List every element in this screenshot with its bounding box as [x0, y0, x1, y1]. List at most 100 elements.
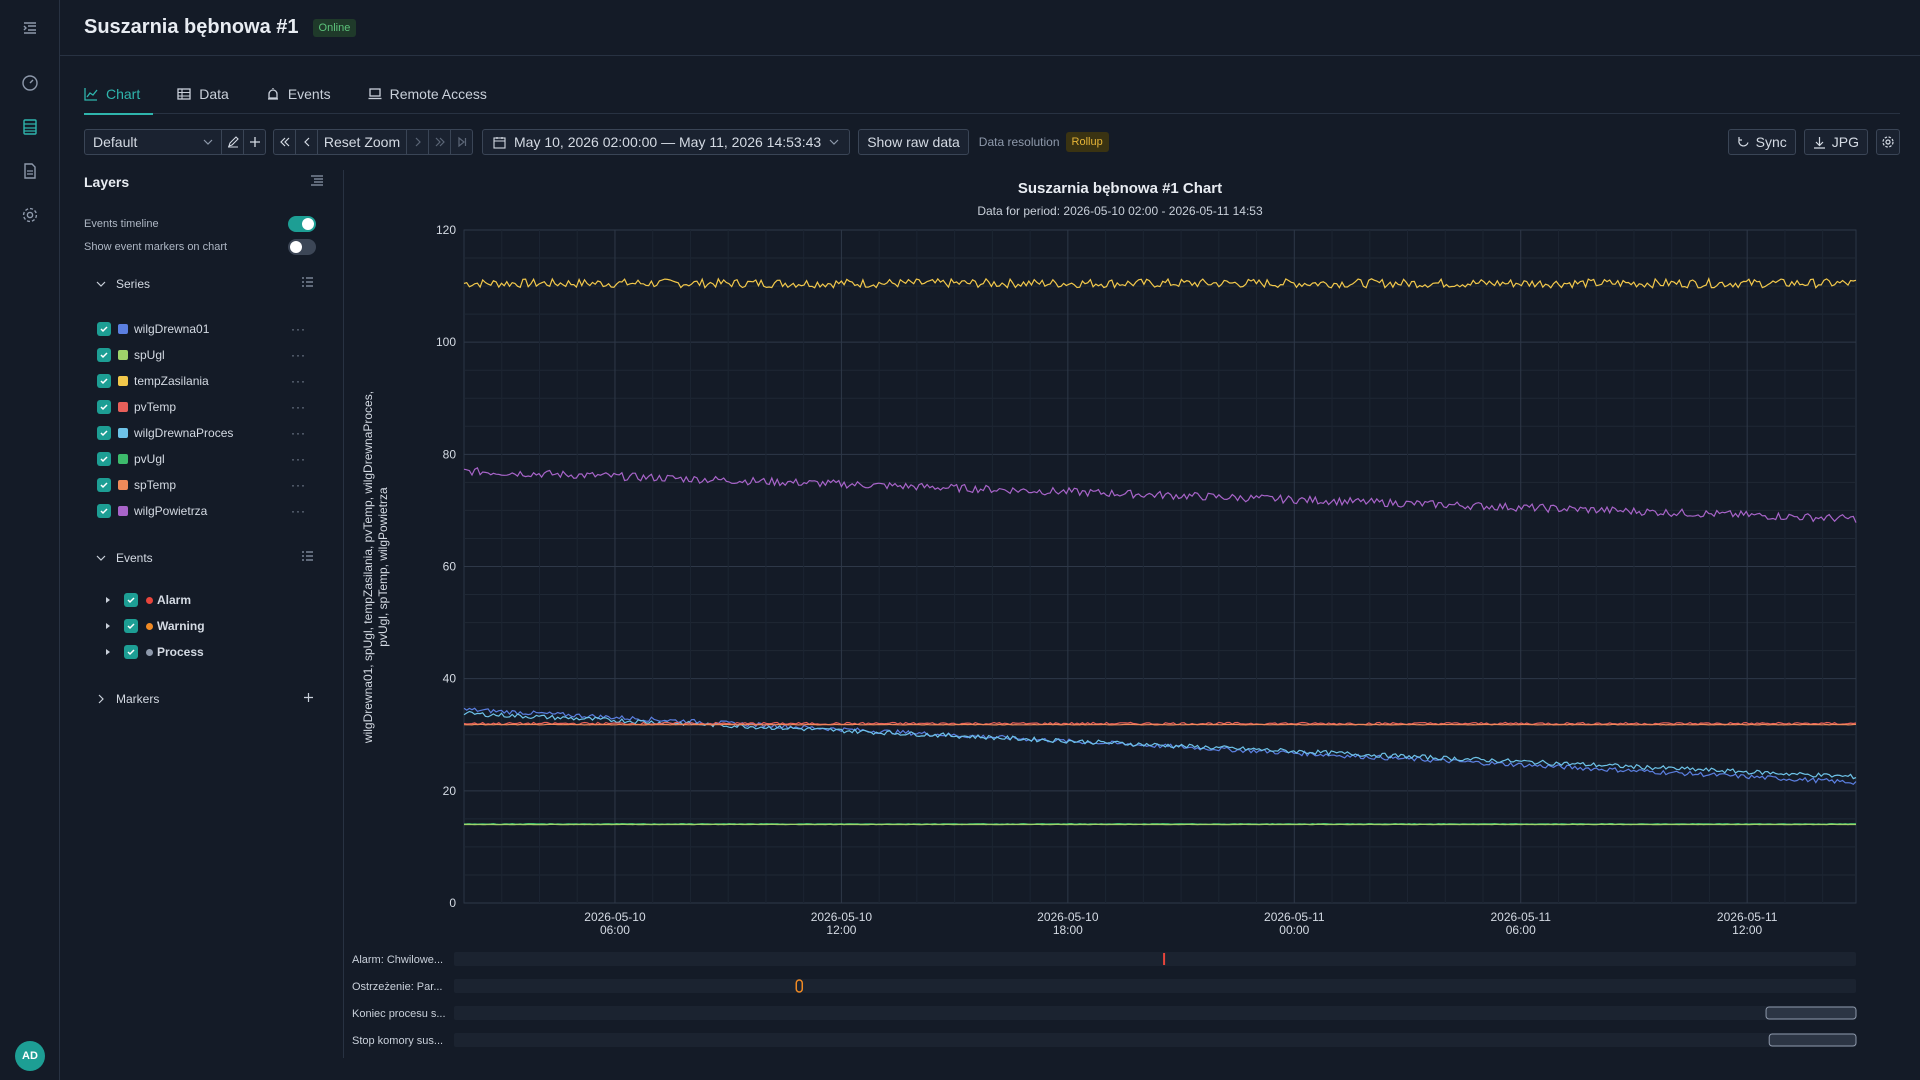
series-checkbox[interactable]	[97, 504, 111, 518]
series-line-wilgDrewnaProces	[463, 710, 1857, 780]
caret-right-icon[interactable]	[104, 622, 112, 630]
event-item-process[interactable]: Process	[84, 642, 326, 662]
dashboard-gauge-icon[interactable]	[14, 67, 46, 99]
event-name: Alarm	[157, 593, 192, 607]
timeline-row-label: Koniec procesu s...	[352, 1008, 446, 1020]
events-collapse-chevron-icon[interactable]	[96, 553, 106, 563]
series-item-wilgDrewnaProces[interactable]: wilgDrewnaProces ···	[84, 423, 326, 443]
event-checkbox[interactable]	[124, 645, 138, 659]
series-color-swatch	[118, 480, 128, 490]
timeline-track	[454, 1033, 1856, 1047]
more-options-icon[interactable]: ···	[291, 426, 306, 440]
events-list-icon[interactable]	[301, 551, 314, 565]
series-list-icon[interactable]	[301, 277, 314, 291]
layers-list-icon[interactable]	[310, 174, 324, 190]
series-color-swatch	[118, 402, 128, 412]
tab-events[interactable]: Events	[266, 74, 344, 114]
series-name: wilgDrewna01	[134, 322, 210, 336]
markers-expand-chevron-icon[interactable]	[96, 694, 106, 704]
timeline-event-marker	[1163, 953, 1166, 965]
event-markers-toggle[interactable]	[288, 239, 316, 255]
jump-forward-far-button[interactable]	[428, 129, 451, 155]
series-checkbox[interactable]	[97, 348, 111, 362]
series-item-pvUgl[interactable]: pvUgl ···	[84, 449, 326, 469]
more-options-icon[interactable]: ···	[291, 374, 306, 388]
timeline-track	[454, 1006, 1856, 1020]
chart-settings-button[interactable]	[1876, 129, 1900, 155]
event-color-dot	[146, 648, 153, 656]
caret-right-icon[interactable]	[104, 648, 112, 656]
series-line-tempZasilania	[463, 277, 1857, 290]
devices-list-icon[interactable]	[14, 111, 46, 143]
settings-gear-icon[interactable]	[14, 199, 46, 231]
add-marker-plus-icon[interactable]	[303, 692, 314, 706]
timeline-row-label: Alarm: Chwilowe...	[352, 954, 443, 966]
preset-select[interactable]: Default	[84, 129, 222, 155]
chevron-down-icon	[829, 139, 839, 145]
step-back-button[interactable]	[295, 129, 318, 155]
date-range-picker[interactable]: May 10, 2026 02:00:00 — May 11, 2026 14:…	[482, 129, 851, 155]
series-item-wilgDrewna01[interactable]: wilgDrewna01 ···	[84, 319, 326, 339]
series-checkbox[interactable]	[97, 426, 111, 440]
series-checkbox[interactable]	[97, 374, 111, 388]
more-options-icon[interactable]: ···	[291, 478, 306, 492]
tab-data[interactable]: Data	[177, 74, 242, 114]
user-avatar[interactable]: AD	[15, 1041, 45, 1071]
tab-remote-access[interactable]: Remote Access	[368, 74, 500, 114]
x-tick-label-time: 18:00	[1053, 923, 1083, 937]
double-chevron-right-icon	[435, 137, 445, 147]
more-options-icon[interactable]: ···	[291, 400, 306, 414]
sync-button[interactable]: Sync	[1727, 129, 1796, 155]
data-resolution-badge[interactable]: Rollup	[1065, 132, 1109, 152]
add-preset-button[interactable]	[243, 129, 266, 155]
chart-line-icon	[84, 88, 98, 101]
caret-right-icon[interactable]	[104, 596, 112, 604]
page-title: Suszarnia bębnowa #1	[84, 16, 299, 38]
series-item-pvTemp[interactable]: pvTemp ···	[84, 397, 326, 417]
series-item-spUgl[interactable]: spUgl ···	[84, 345, 326, 365]
event-checkbox[interactable]	[124, 593, 138, 607]
events-timeline-toggle[interactable]	[288, 216, 316, 232]
y-axis-label: wilgDrewna01, spUgl, tempZasilania, pvTe…	[361, 391, 390, 744]
pencil-icon	[227, 136, 239, 148]
series-name: tempZasilania	[134, 374, 209, 388]
show-raw-data-button[interactable]: Show raw data	[858, 129, 969, 155]
more-options-icon[interactable]: ···	[291, 348, 306, 362]
x-tick-label-time: 06:00	[1506, 923, 1536, 937]
table-icon	[177, 88, 191, 100]
y-tick-label: 120	[436, 223, 456, 237]
edit-preset-button[interactable]	[221, 129, 244, 155]
jump-to-end-button[interactable]	[450, 129, 473, 155]
event-item-warning[interactable]: Warning	[84, 616, 326, 636]
event-item-alarm[interactable]: Alarm	[84, 590, 326, 610]
menu-icon[interactable]	[14, 12, 46, 44]
plot-area	[463, 229, 1857, 904]
series-item-spTemp[interactable]: spTemp ···	[84, 475, 326, 495]
left-rail: AD	[0, 0, 60, 1080]
event-name: Process	[157, 645, 204, 659]
step-forward-button[interactable]	[406, 129, 429, 155]
series-checkbox[interactable]	[97, 322, 111, 336]
x-tick-label-time: 12:00	[826, 923, 856, 937]
series-color-swatch	[118, 428, 128, 438]
events-timeline-label: Events timeline	[84, 218, 159, 230]
event-checkbox[interactable]	[124, 619, 138, 633]
series-item-tempZasilania[interactable]: tempZasilania ···	[84, 371, 326, 391]
timeline-event-marker	[795, 979, 804, 993]
series-checkbox[interactable]	[97, 478, 111, 492]
laptop-icon	[368, 88, 382, 100]
more-options-icon[interactable]: ···	[291, 504, 306, 518]
reset-zoom-button[interactable]: Reset Zoom	[317, 129, 407, 155]
series-checkbox[interactable]	[97, 400, 111, 414]
more-options-icon[interactable]: ···	[291, 452, 306, 466]
export-jpg-button[interactable]: JPG	[1803, 129, 1868, 155]
more-options-icon[interactable]: ···	[291, 322, 306, 336]
jump-back-far-button[interactable]	[273, 129, 296, 155]
tab-bar: Chart Data Events Remote Access	[84, 74, 1900, 115]
series-checkbox[interactable]	[97, 452, 111, 466]
series-item-wilgPowietrza[interactable]: wilgPowietrza ···	[84, 501, 326, 521]
document-icon[interactable]	[14, 155, 46, 187]
tab-chart[interactable]: Chart	[84, 74, 154, 115]
series-color-swatch	[118, 350, 128, 360]
series-collapse-chevron-icon[interactable]	[96, 279, 106, 289]
